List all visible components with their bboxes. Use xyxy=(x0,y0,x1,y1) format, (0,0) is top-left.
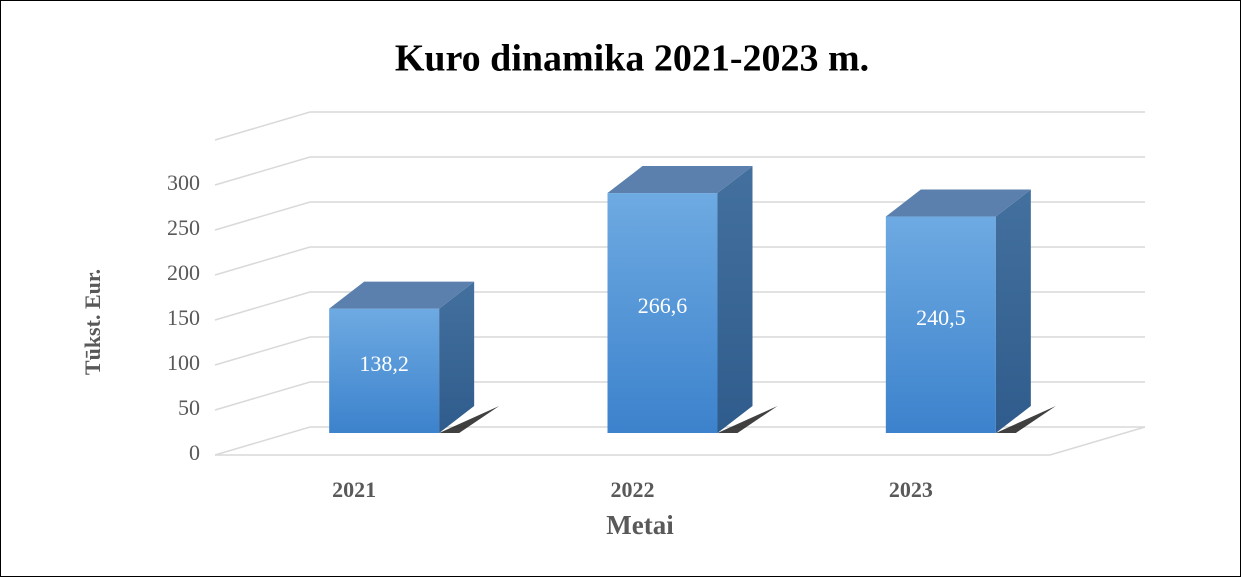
value-label: 240,5 xyxy=(916,305,966,330)
floor-line xyxy=(215,426,1146,456)
value-label: 266,6 xyxy=(638,293,688,318)
bar xyxy=(329,308,440,433)
y-tick-label: 100 xyxy=(167,350,200,375)
y-tick-label: 300 xyxy=(167,170,200,195)
bar-side xyxy=(439,281,475,433)
x-tick-label: 2023 xyxy=(889,477,933,502)
grid-line xyxy=(214,426,1145,456)
grid-line xyxy=(214,111,1145,141)
bar-top xyxy=(885,189,1031,217)
bar-top xyxy=(329,281,475,309)
y-tick-label: 200 xyxy=(167,260,200,285)
value-label: 138,2 xyxy=(359,351,409,376)
y-axis-label: Tūkst. Eur. xyxy=(80,269,105,375)
chart-title: Kuro dinamika 2021-2023 m. xyxy=(395,38,869,80)
grid-line xyxy=(214,156,1145,186)
grid-line xyxy=(214,246,1145,276)
bar-side xyxy=(717,166,753,433)
y-tick-label: 150 xyxy=(167,305,200,330)
x-axis-label: Metai xyxy=(606,510,674,540)
grid-line xyxy=(214,291,1145,321)
bar xyxy=(607,193,718,433)
bar-side xyxy=(995,189,1031,433)
y-tick-label: 0 xyxy=(189,440,200,465)
grid-line xyxy=(214,201,1145,231)
y-tick-label: 250 xyxy=(167,215,200,240)
y-tick-label: 50 xyxy=(178,395,200,420)
x-tick-label: 2022 xyxy=(611,477,655,502)
bar-top xyxy=(607,166,753,194)
bar xyxy=(885,216,996,433)
grid-line xyxy=(214,336,1145,366)
x-tick-label: 2021 xyxy=(332,477,376,502)
grid-line xyxy=(214,381,1145,411)
